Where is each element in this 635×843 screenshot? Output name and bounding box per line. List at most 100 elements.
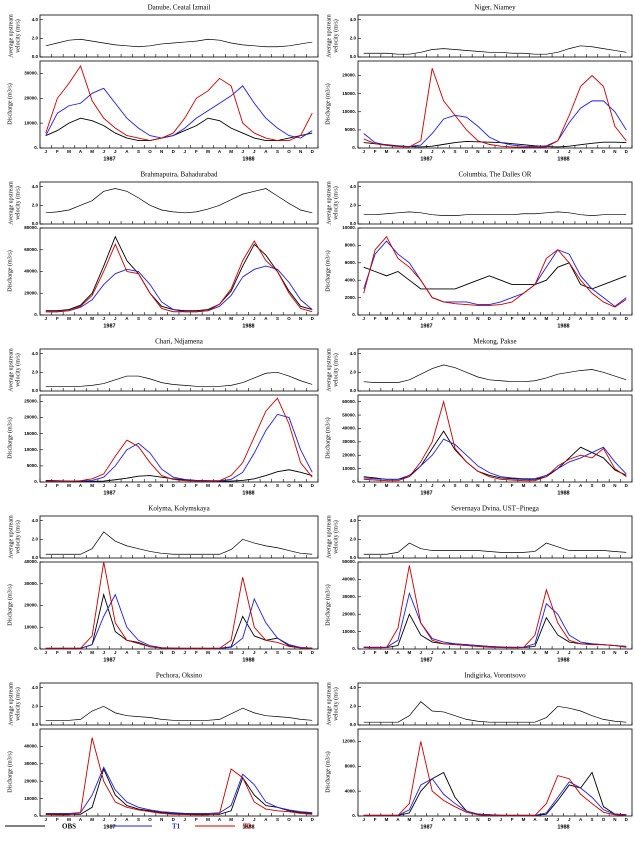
- y-tick-label: 0.: [34, 145, 38, 150]
- month-label: N: [160, 316, 163, 321]
- month-label: O: [148, 316, 152, 321]
- y-tick-label: 30000.: [24, 581, 38, 586]
- y-tick-label: 2000.: [345, 295, 356, 300]
- month-label: M: [67, 817, 71, 822]
- y-tick-label: 20000.: [24, 603, 38, 608]
- year-label: 1987: [420, 323, 432, 329]
- year-label: 1988: [242, 156, 254, 162]
- plot-frame: [39, 515, 319, 559]
- month-label: A: [125, 483, 129, 488]
- year-label: 1987: [420, 824, 432, 830]
- month-label: J: [45, 650, 48, 655]
- velocity-axis-label: velocity (m/s): [14, 186, 21, 220]
- month-label: O: [465, 316, 469, 321]
- month-label: J: [557, 316, 560, 321]
- discharge-line: [45, 64, 313, 142]
- year-label: 1988: [557, 490, 569, 496]
- velocity-axis-label: velocity (m/s): [14, 353, 21, 387]
- month-label: A: [79, 650, 83, 655]
- month-label: J: [499, 316, 502, 321]
- plot-frame: [39, 60, 319, 149]
- month-label: J: [253, 817, 256, 822]
- month-label: F: [195, 483, 198, 488]
- month-label: F: [195, 650, 198, 655]
- month-label: J: [431, 817, 434, 822]
- y-tick-label: 20000.: [24, 95, 38, 100]
- month-label: D: [311, 316, 315, 321]
- month-label: M: [522, 149, 526, 154]
- month-label: J: [114, 817, 117, 822]
- y-tick-label: 10000.: [24, 447, 38, 452]
- y-tick-label: 25000.: [24, 399, 38, 404]
- plot-frame: [357, 60, 633, 149]
- month-label: A: [396, 149, 400, 154]
- month-label: F: [56, 650, 59, 655]
- month-label: A: [442, 483, 446, 488]
- month-label: A: [579, 650, 583, 655]
- velocity-axis-label: Average upstream: [326, 14, 332, 58]
- month-label: M: [67, 483, 71, 488]
- month-label: M: [545, 483, 549, 488]
- y-tick-label: 4000.: [345, 788, 356, 793]
- plot-frame: [357, 14, 633, 58]
- discharge-axis-label: Discharge (m3/s): [324, 584, 331, 625]
- month-label: A: [264, 817, 268, 822]
- plot-frame: [39, 181, 319, 225]
- month-label: A: [442, 149, 446, 154]
- discharge-axis-label: Discharge (m3/s): [324, 751, 331, 792]
- month-label: D: [625, 316, 629, 321]
- y-tick-label: 4.0: [350, 184, 357, 189]
- y-tick-label: 0.: [352, 813, 356, 818]
- month-label: J: [184, 483, 187, 488]
- y-tick-label: 0.: [34, 479, 38, 484]
- month-label: N: [476, 817, 479, 822]
- month-label: J: [253, 650, 256, 655]
- y-tick-label: 30000.: [342, 439, 356, 444]
- month-label: J: [420, 149, 423, 154]
- y-tick-label: 2.0: [350, 537, 357, 542]
- velocity-axis-label: Average upstream: [326, 348, 332, 392]
- month-label: A: [442, 650, 446, 655]
- month-label: M: [229, 650, 233, 655]
- month-label: J: [568, 149, 571, 154]
- month-label: J: [499, 650, 502, 655]
- month-label: J: [568, 483, 571, 488]
- month-label: O: [287, 817, 291, 822]
- month-label: F: [195, 817, 198, 822]
- month-label: J: [499, 149, 502, 154]
- month-label: J: [241, 650, 244, 655]
- y-tick-label: 10000.: [342, 629, 356, 634]
- month-label: D: [311, 650, 315, 655]
- month-label: N: [613, 650, 616, 655]
- velocity-line: [45, 531, 313, 555]
- month-label: F: [511, 316, 514, 321]
- chart-title: Danube, Ceatal Izmail: [148, 4, 211, 12]
- month-label: M: [90, 817, 94, 822]
- month-label: A: [533, 149, 537, 154]
- month-label: N: [160, 650, 163, 655]
- month-label: D: [625, 650, 629, 655]
- year-label: 1988: [242, 323, 254, 329]
- velocity-axis-label: Average upstream: [8, 14, 14, 58]
- month-label: A: [579, 483, 583, 488]
- velocity-axis-label: velocity (m/s): [14, 19, 21, 53]
- month-label: A: [125, 817, 129, 822]
- month-label: O: [465, 483, 469, 488]
- month-label: S: [276, 650, 279, 655]
- month-label: J: [557, 817, 560, 822]
- month-label: J: [102, 316, 105, 321]
- y-tick-label: 6000.: [345, 260, 356, 265]
- discharge-line: [45, 766, 313, 814]
- y-tick-label: 8000.: [345, 243, 356, 248]
- y-tick-label: 20000.: [342, 452, 356, 457]
- plot-frame: [39, 227, 319, 316]
- month-label: S: [591, 483, 594, 488]
- chart-title: Pechora, Oksino: [156, 672, 203, 680]
- y-tick-label: 4.0: [32, 518, 39, 523]
- year-label: 1987: [103, 323, 115, 329]
- velocity-line: [363, 211, 627, 216]
- month-label: F: [56, 483, 59, 488]
- y-tick-label: 60000.: [342, 399, 356, 404]
- discharge-line: [45, 592, 313, 649]
- month-label: D: [488, 483, 492, 488]
